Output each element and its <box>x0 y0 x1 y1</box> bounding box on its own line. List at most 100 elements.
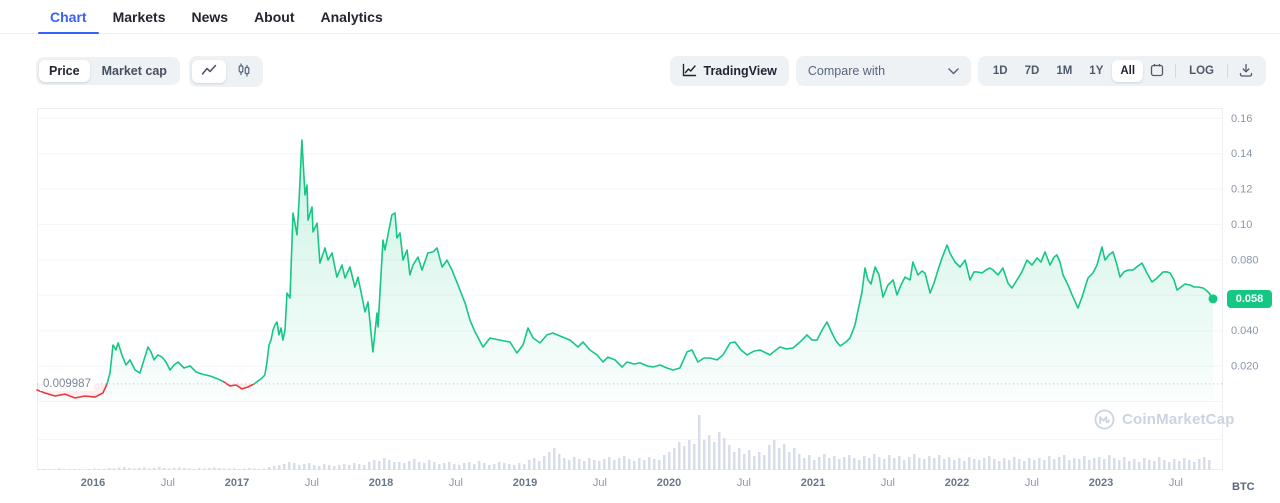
volume-bar <box>1108 455 1111 470</box>
volume-bar <box>843 457 846 470</box>
y-axis-label: 0.080 <box>1231 254 1259 266</box>
tab-analytics[interactable]: Analytics <box>320 8 383 25</box>
volume-bar <box>188 468 191 470</box>
volume-bar <box>443 463 446 470</box>
volume-bar <box>883 459 886 470</box>
tab-markets[interactable]: Markets <box>112 8 166 25</box>
volume-bar <box>1043 460 1046 470</box>
tab-bar: Chart Markets News About Analytics <box>0 0 1280 34</box>
toolbar-right: TradingView Compare with 1D 7D 1M 1Y All <box>669 56 1266 86</box>
volume-bar <box>133 468 136 470</box>
volume-bar <box>1138 462 1141 470</box>
volume-bar <box>873 454 876 470</box>
volume-bar <box>648 457 651 470</box>
volume-bar <box>408 461 411 470</box>
download-button[interactable] <box>1233 59 1259 84</box>
volume-bar <box>778 448 781 470</box>
volume-bar <box>488 465 491 470</box>
volume-bar <box>983 458 986 470</box>
tab-about[interactable]: About <box>254 8 295 25</box>
volume-bar <box>808 455 811 470</box>
x-axis-label: 2018 <box>369 477 393 489</box>
volume-bar <box>288 462 291 470</box>
volume-bar <box>413 459 416 470</box>
volume-bar <box>578 459 581 470</box>
volume-bar <box>558 454 561 470</box>
volume-bar <box>293 463 296 470</box>
volume-bar <box>88 469 91 470</box>
volume-bar <box>1168 462 1171 470</box>
range-button-7d[interactable]: 7D <box>1017 60 1048 82</box>
volume-bar <box>513 465 516 470</box>
volume-bar <box>733 452 736 470</box>
volume-bar <box>903 460 906 470</box>
volume-bar <box>83 469 86 470</box>
volume-bar <box>1068 460 1071 470</box>
volume-bar <box>973 459 976 470</box>
volume-bar <box>723 438 726 470</box>
x-axis-label: 2016 <box>81 477 105 489</box>
volume-bar <box>1048 456 1051 470</box>
compare-with-label: Compare with <box>807 64 886 78</box>
volume-bar <box>713 442 716 470</box>
current-price-marker <box>1208 294 1218 304</box>
volume-bar <box>98 469 101 470</box>
tradingview-button[interactable]: TradingView <box>669 56 789 86</box>
volume-bar <box>1063 455 1066 470</box>
volume-bar <box>348 465 351 470</box>
volume-bar <box>1148 460 1151 470</box>
chevron-down-icon <box>948 64 959 78</box>
price-tab[interactable]: Price <box>39 60 90 82</box>
volume-bar <box>1073 458 1076 470</box>
volume-bar <box>768 445 771 470</box>
x-axis-label: Jul <box>1169 477 1183 489</box>
volume-bar <box>263 468 266 470</box>
candlestick-chart-type-button[interactable] <box>228 59 260 84</box>
chart-type-toggle <box>188 55 263 87</box>
volume-bar <box>358 464 361 470</box>
volume-bar <box>1103 459 1106 470</box>
volume-bar <box>113 468 116 470</box>
calendar-button[interactable] <box>1144 59 1170 84</box>
y-axis-label: 0.14 <box>1231 148 1252 160</box>
compare-with-dropdown[interactable]: Compare with <box>795 56 971 86</box>
price-marketcap-toggle: Price Market cap <box>36 57 180 85</box>
volume-bar <box>978 460 981 470</box>
range-button-all[interactable]: All <box>1112 60 1144 82</box>
volume-bar <box>498 462 501 470</box>
range-button-1y[interactable]: 1Y <box>1081 60 1111 82</box>
volume-bar <box>953 460 956 470</box>
log-scale-button[interactable]: LOG <box>1181 60 1222 82</box>
volume-bar <box>393 462 396 470</box>
volume-bar <box>63 469 66 470</box>
volume-bar <box>243 468 246 470</box>
volume-bar <box>588 458 591 470</box>
volume-bar <box>318 466 321 470</box>
volume-bar <box>718 432 721 470</box>
volume-bar <box>573 457 576 470</box>
range-button-1m[interactable]: 1M <box>1048 60 1080 82</box>
volume-bar <box>998 461 1001 470</box>
volume-bar <box>518 463 521 470</box>
volume-bar <box>653 459 656 470</box>
volume-bar <box>508 464 511 470</box>
tab-news[interactable]: News <box>191 8 229 25</box>
volume-bar <box>338 465 341 470</box>
tradingview-label: TradingView <box>703 64 777 78</box>
volume-bar <box>763 455 766 470</box>
range-button-1d[interactable]: 1D <box>985 60 1016 82</box>
volume-bar <box>1158 457 1161 470</box>
volume-bar <box>73 469 76 470</box>
volume-bar <box>1088 460 1091 470</box>
volume-bar <box>448 462 451 470</box>
volume-bar <box>553 448 556 470</box>
coinmarketcap-logo-icon <box>1094 409 1115 430</box>
volume-bar <box>93 468 96 470</box>
volume-bar <box>203 468 206 470</box>
market-cap-tab[interactable]: Market cap <box>92 60 177 82</box>
tradingview-icon <box>682 63 697 80</box>
tab-chart[interactable]: Chart <box>38 0 98 34</box>
line-chart-type-button[interactable] <box>191 59 226 83</box>
volume-bar <box>128 468 131 470</box>
